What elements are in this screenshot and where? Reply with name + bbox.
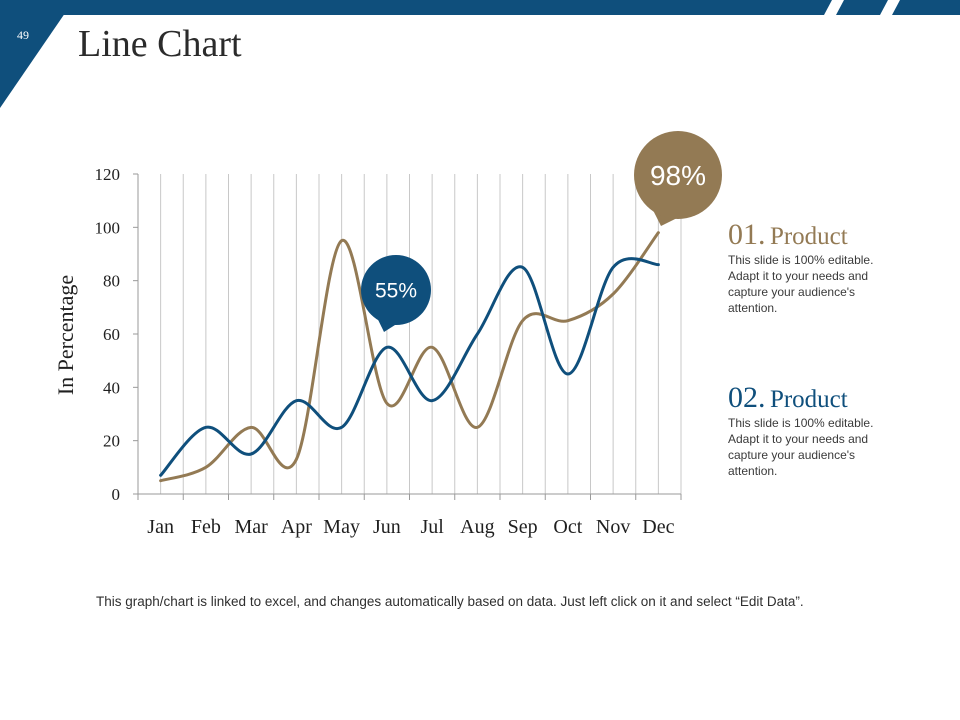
data-point [384,400,390,406]
x-tick-label: Jul [420,516,444,538]
data-point [248,424,254,430]
header-stripe [880,0,900,15]
x-tick-label: Mar [234,516,268,538]
data-point [339,238,345,244]
x-tick-label: Jan [147,516,174,538]
data-point [565,371,571,377]
product-01: 01. Product This slide is 100% editable.… [728,218,928,316]
product-01-description: This slide is 100% editable. Adapt it to… [728,253,874,315]
footer-note: This graph/chart is linked to excel, and… [96,594,804,609]
x-tick-label: May [323,516,360,538]
x-tick-label: Nov [596,516,630,538]
data-point [248,451,254,457]
data-point [474,424,480,430]
data-point [474,331,480,337]
page-title: Line Chart [78,23,242,65]
corner-triangle [0,0,74,108]
data-point [610,291,616,297]
data-point [429,344,435,350]
data-point [610,264,616,270]
data-point [293,456,299,462]
x-tick-label: Apr [281,516,312,538]
top-bar [57,0,960,15]
y-tick-label: 80 [103,272,120,291]
product-01-number: 01. [728,218,766,251]
callout-label: 98% [650,160,706,191]
product-02-description: This slide is 100% editable. Adapt it to… [728,416,874,478]
x-tick-label: Oct [553,516,582,538]
x-tick-label: Aug [460,516,494,538]
y-tick-label: 60 [103,325,120,344]
header-stripe [824,0,844,15]
data-point [158,478,164,484]
callout-label: 55% [375,280,417,303]
y-tick-label: 20 [103,432,120,451]
product-01-name: Product [769,223,848,250]
y-tick-label: 120 [95,165,121,184]
data-point [203,464,209,470]
data-point [339,424,345,430]
product-02: 02. Product This slide is 100% editable.… [728,381,928,479]
y-tick-label: 0 [112,485,121,504]
y-tick-label: 40 [103,378,120,397]
callout-bubble [361,255,431,325]
product-02-number: 02. [728,381,766,414]
y-axis-label: In Percentage [53,274,78,396]
x-tick-label: Sep [508,516,538,538]
data-point [384,344,390,350]
callout-bubble [634,131,722,219]
x-tick-label: Feb [191,516,221,538]
data-point [655,230,661,236]
data-point [203,424,209,430]
page-number: 49 [17,28,29,42]
data-point [565,318,571,324]
data-point [293,398,299,404]
product-02-name: Product [769,386,848,413]
data-point [158,472,164,478]
data-point [520,318,526,324]
x-tick-label: Dec [642,516,674,538]
y-tick-label: 100 [95,218,121,237]
data-point [429,398,435,404]
data-point [520,264,526,270]
series-line-2 [159,257,660,477]
x-tick-label: Jun [373,516,401,538]
series-line-1 [159,231,660,483]
data-point [655,262,661,268]
